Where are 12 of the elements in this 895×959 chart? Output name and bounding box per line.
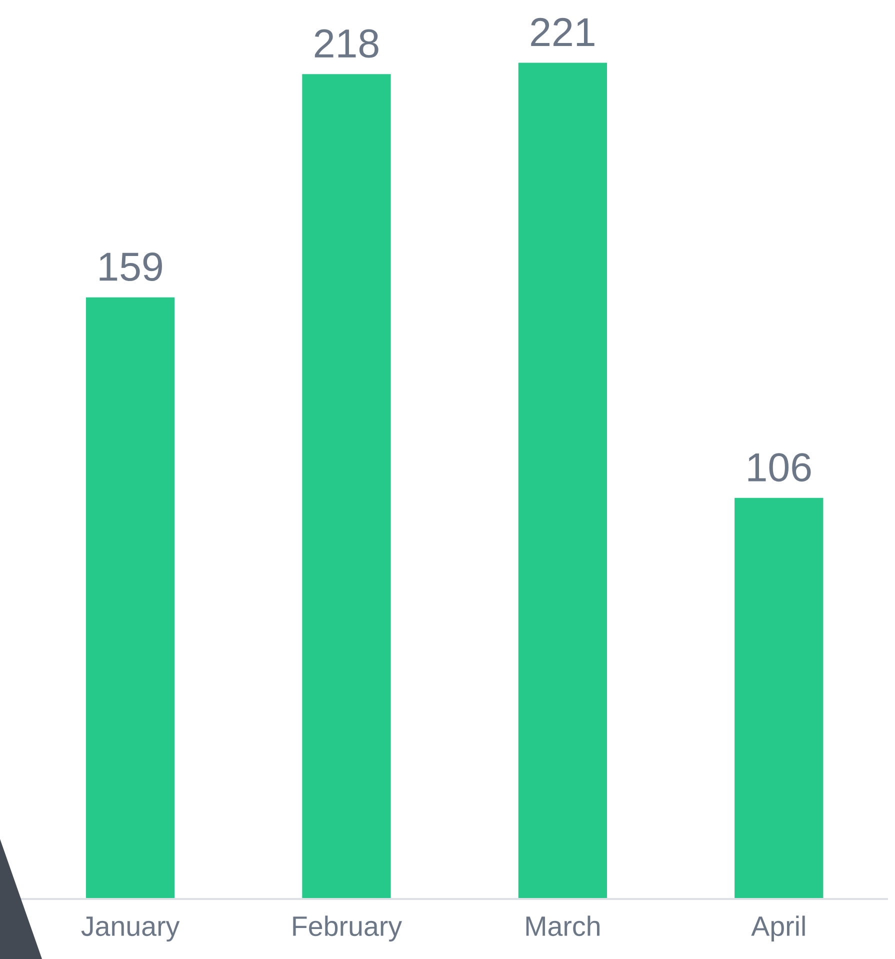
data-label: 218: [314, 29, 378, 58]
x-tick-label: April: [751, 916, 805, 942]
x-tick-label: March: [526, 916, 600, 936]
data-label: 221: [531, 18, 594, 46]
bar: [518, 62, 608, 899]
data-label: 106: [748, 453, 811, 482]
x-tick-label: January: [81, 916, 180, 942]
bar: [734, 498, 824, 899]
data-label: 159: [100, 252, 162, 282]
bar: [86, 297, 175, 899]
x-tick-label: February: [293, 916, 402, 942]
bar: [302, 74, 391, 899]
